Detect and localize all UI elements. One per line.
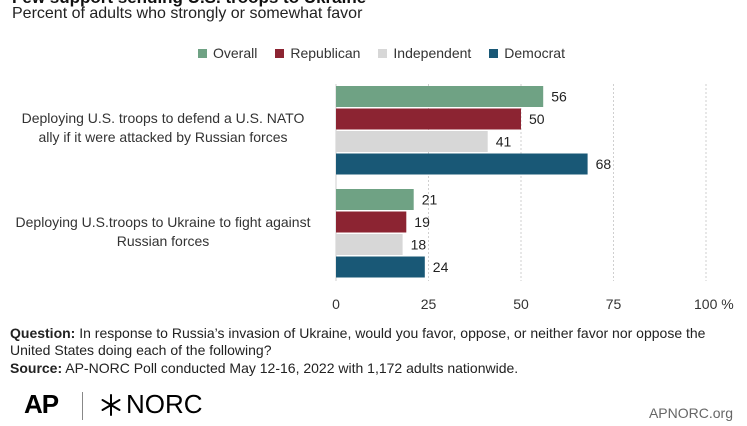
data-label: 24 bbox=[433, 259, 449, 275]
legend-item-republican: Republican bbox=[275, 45, 360, 61]
chart-title: Few support sending U.S. troops to Ukrai… bbox=[12, 0, 366, 8]
legend: Overall Republican Independent Democrat bbox=[198, 45, 565, 61]
bar-democrat-1 bbox=[336, 153, 588, 175]
legend-label: Republican bbox=[290, 45, 361, 61]
legend-label: Democrat bbox=[504, 45, 565, 61]
legend-swatch bbox=[378, 48, 388, 58]
data-label: 19 bbox=[414, 214, 430, 230]
x-tick-label: 25 bbox=[421, 296, 437, 312]
data-label: 50 bbox=[529, 111, 545, 127]
legend-swatch bbox=[489, 48, 499, 58]
footer-source: Source: AP-NORC Poll conducted May 12-16… bbox=[10, 360, 738, 377]
source-text: AP-NORC Poll conducted May 12-16, 2022 w… bbox=[62, 360, 519, 376]
bar-chart: 0 25 50 75 100 % 56 50 41 68 21 19 18 24 bbox=[332, 84, 734, 312]
data-label: 56 bbox=[551, 89, 567, 105]
legend-swatch bbox=[198, 48, 207, 58]
category-label-line: Russian forces bbox=[116, 233, 210, 249]
category-label-line: Deploying U.S. troops to defend a U.S. N… bbox=[21, 110, 305, 126]
data-label: 18 bbox=[411, 237, 427, 253]
legend-item-overall: Overall bbox=[198, 45, 257, 61]
chart-subtitle: Percent of adults who strongly or somewh… bbox=[12, 5, 363, 22]
legend-label: Independent bbox=[393, 45, 472, 61]
legend-item-independent: Independent bbox=[378, 45, 471, 61]
category-label-2: Deploying U.S.troops to Ukraine to fight… bbox=[0, 213, 326, 251]
x-tick-label: 75 bbox=[606, 296, 622, 312]
data-label: 68 bbox=[596, 156, 612, 172]
bar-overall-1 bbox=[336, 86, 544, 107]
bar-independent-2 bbox=[336, 234, 403, 255]
logo-divider bbox=[82, 392, 83, 420]
category-label-line: Deploying U.S.troops to Ukraine to fight… bbox=[15, 214, 311, 230]
x-tick-label: 50 bbox=[513, 296, 529, 312]
bar-independent-1 bbox=[336, 131, 488, 152]
x-tick-label: 0 bbox=[332, 296, 340, 312]
bar-republican-2 bbox=[336, 211, 407, 233]
x-tick-label: 100 % bbox=[694, 296, 734, 312]
norc-logo: NORC bbox=[100, 389, 203, 420]
question-label: Question: bbox=[10, 325, 76, 341]
footer-question: Question: In response to Russia’s invasi… bbox=[10, 325, 738, 359]
norc-star-icon bbox=[101, 393, 121, 416]
legend-label: Overall bbox=[213, 45, 258, 61]
bar-overall-2 bbox=[336, 189, 414, 210]
category-label-1: Deploying U.S. troops to defend a U.S. N… bbox=[0, 109, 326, 147]
source-label: Source: bbox=[10, 360, 63, 376]
norc-logo-text: NORC bbox=[126, 389, 203, 419]
legend-item-democrat: Democrat bbox=[489, 45, 565, 61]
bar-republican-1 bbox=[336, 108, 521, 130]
bar-democrat-2 bbox=[336, 256, 425, 278]
category-label-line: ally if it were attacked by Russian forc… bbox=[38, 129, 288, 145]
data-label: 41 bbox=[496, 134, 512, 150]
site-link[interactable]: APNORC.org bbox=[648, 405, 733, 421]
ap-logo: AP bbox=[24, 389, 59, 419]
question-text: In response to Russia’s invasion of Ukra… bbox=[10, 325, 706, 358]
data-label: 21 bbox=[422, 192, 438, 208]
legend-swatch bbox=[275, 48, 285, 58]
